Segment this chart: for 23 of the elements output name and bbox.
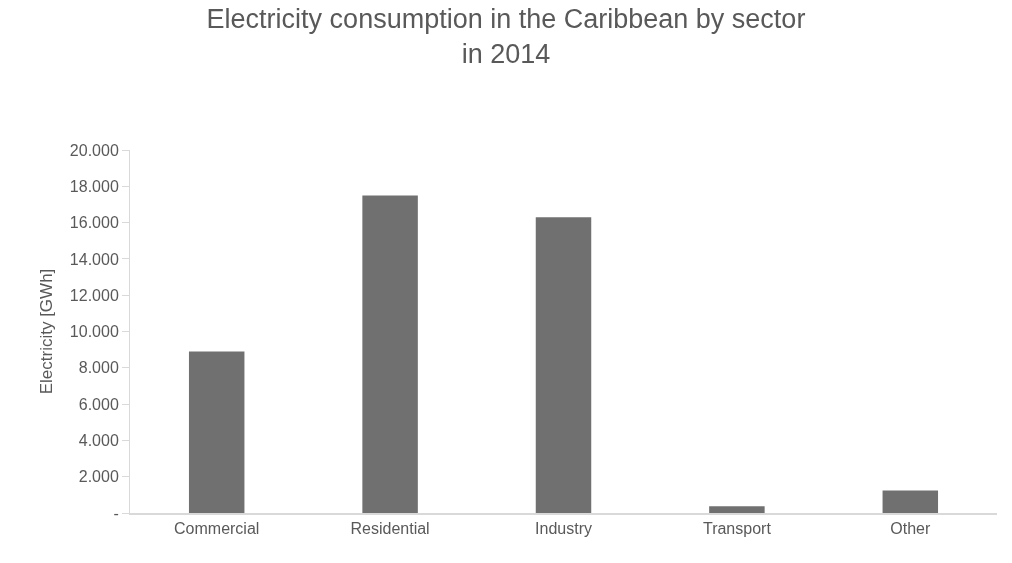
bar	[188, 351, 245, 513]
y-tick-label: 14.000	[69, 250, 119, 268]
chart-title: Electricity consumption in the Caribbean by sector in 2014	[206, 4, 806, 70]
y-tick-label: 6.000	[78, 395, 119, 413]
y-tick-label: -	[113, 504, 119, 522]
y-tick-label: 20.000	[69, 141, 119, 159]
x-tick-label: Residential	[350, 519, 430, 537]
y-tick-label: 8.000	[78, 359, 119, 377]
y-tick-label: 12.000	[69, 286, 119, 304]
x-tick-label: Other	[890, 519, 931, 537]
y-axis-title: Electricity [GWh]	[37, 268, 57, 395]
y-tick-label: 2.000	[78, 468, 119, 486]
bar	[709, 506, 765, 513]
x-tick-label: Commercial	[174, 519, 260, 537]
x-tick-label: Industry	[535, 519, 592, 537]
y-tick-label: 10.000	[69, 323, 119, 341]
bar	[362, 195, 418, 513]
y-tick-label: 18.000	[69, 177, 119, 195]
x-tick-label: Transport	[702, 519, 772, 537]
bar	[535, 217, 592, 513]
bar	[882, 490, 939, 513]
y-tick-label: 4.000	[78, 432, 119, 449]
y-tick-label: 16.000	[69, 214, 119, 232]
